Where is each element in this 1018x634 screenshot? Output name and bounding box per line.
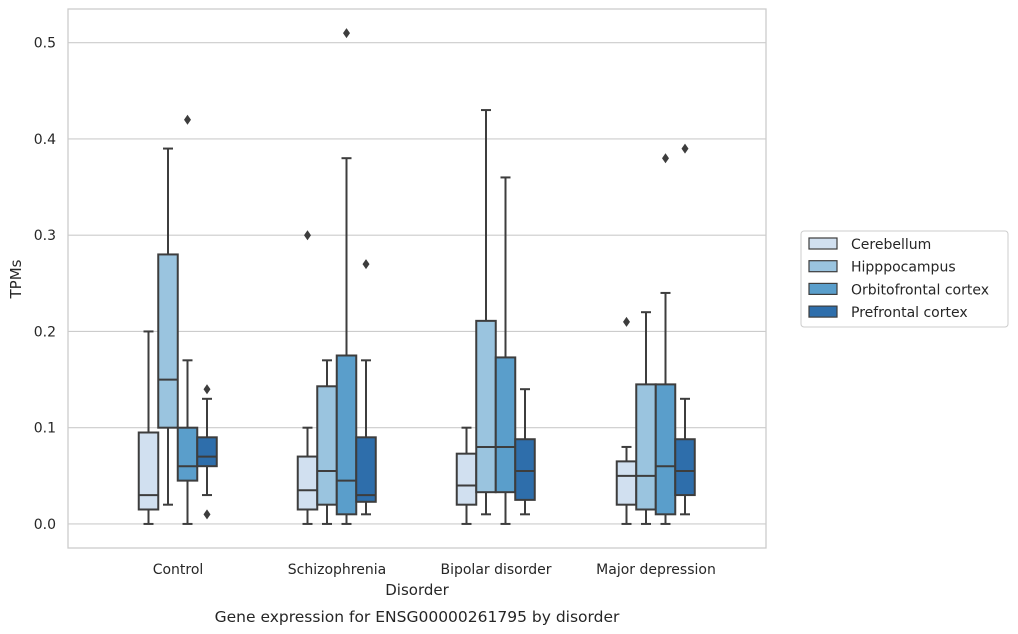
y-tick-label: 0.3 <box>34 228 56 244</box>
y-tick-label: 0.0 <box>34 517 56 533</box>
outlier-point <box>681 143 689 154</box>
box-orbitofrontal-cortex <box>654 153 677 525</box>
box-body <box>674 438 696 497</box>
box-prefrontal-cortex <box>196 384 218 520</box>
box-cerebellum <box>455 426 478 525</box>
box-prefrontal-cortex <box>514 388 536 516</box>
outlier-point <box>362 259 370 270</box>
box-body <box>335 354 358 516</box>
x-tick-label: Major depression <box>596 562 716 578</box>
box-prefrontal-cortex <box>355 259 377 516</box>
legend-swatch <box>808 237 838 250</box>
box-prefrontal-cortex <box>674 143 696 516</box>
x-tick-labels: Control Schizophrenia Bipolar disorder Majo… <box>153 562 716 578</box>
box-hipppocampus <box>316 359 338 525</box>
legend-label: Orbitofrontal cortex <box>851 282 989 298</box>
box-hipppocampus <box>475 109 497 516</box>
outlier-point <box>623 316 630 327</box>
legend-swatch <box>808 260 838 273</box>
box-orbitofrontal-cortex <box>335 28 358 525</box>
outlier-point <box>184 114 191 125</box>
x-tick-label: Control <box>153 562 204 578</box>
outlier-point <box>304 230 311 241</box>
box-body <box>196 436 218 468</box>
box-hipppocampus <box>635 311 657 525</box>
box-body <box>157 253 179 429</box>
legend-label: Hipppocampus <box>851 260 956 276</box>
x-tick-label: Schizophrenia <box>288 562 386 578</box>
legend: Cerebellum Hipppocampus Orbitofrontal cort… <box>800 230 1009 328</box>
y-tick-label: 0.1 <box>34 421 56 437</box>
box-cerebellum <box>137 330 160 525</box>
box-orbitofrontal-cortex <box>176 114 199 525</box>
legend-label: Prefrontal cortex <box>851 305 968 321</box>
legend-swatch <box>808 305 838 318</box>
box-body <box>615 460 638 506</box>
y-axis-label: TPMs <box>7 259 25 299</box>
box-body <box>635 383 657 511</box>
y-tick-label: 0.5 <box>34 36 56 52</box>
box-body <box>355 436 377 503</box>
plot-frame <box>67 8 767 549</box>
box-body <box>654 383 677 516</box>
x-tick-label: Bipolar disorder <box>440 562 551 578</box>
outlier-point <box>343 28 350 39</box>
box-body <box>494 356 517 494</box>
legend-frame <box>800 230 1009 328</box>
box-cerebellum <box>296 230 319 525</box>
box-body <box>455 452 478 506</box>
y-tick-label: 0.4 <box>34 132 56 148</box>
box-hipppocampus <box>157 147 179 506</box>
box-body <box>316 385 338 506</box>
box-series-group <box>137 28 696 525</box>
outlier-point <box>203 509 211 520</box>
outlier-point <box>662 153 669 164</box>
outlier-point <box>203 384 211 395</box>
box-body <box>296 455 319 511</box>
legend-swatch <box>808 282 838 295</box>
box-body <box>137 431 160 511</box>
legend-label: Cerebellum <box>851 237 931 253</box>
box-cerebellum <box>615 316 638 525</box>
y-tick-label: 0.2 <box>34 324 56 340</box>
x-axis-label: Disorder <box>385 581 449 599</box>
box-body <box>475 319 497 494</box>
figure-caption: Gene expression for ENSG00000261795 by d… <box>215 608 620 626</box>
box-body <box>176 426 199 482</box>
box-orbitofrontal-cortex <box>494 176 517 525</box>
y-tick-labels: 0.0 0.1 0.2 0.3 0.4 0.5 <box>34 36 56 533</box>
box-body <box>514 438 536 501</box>
